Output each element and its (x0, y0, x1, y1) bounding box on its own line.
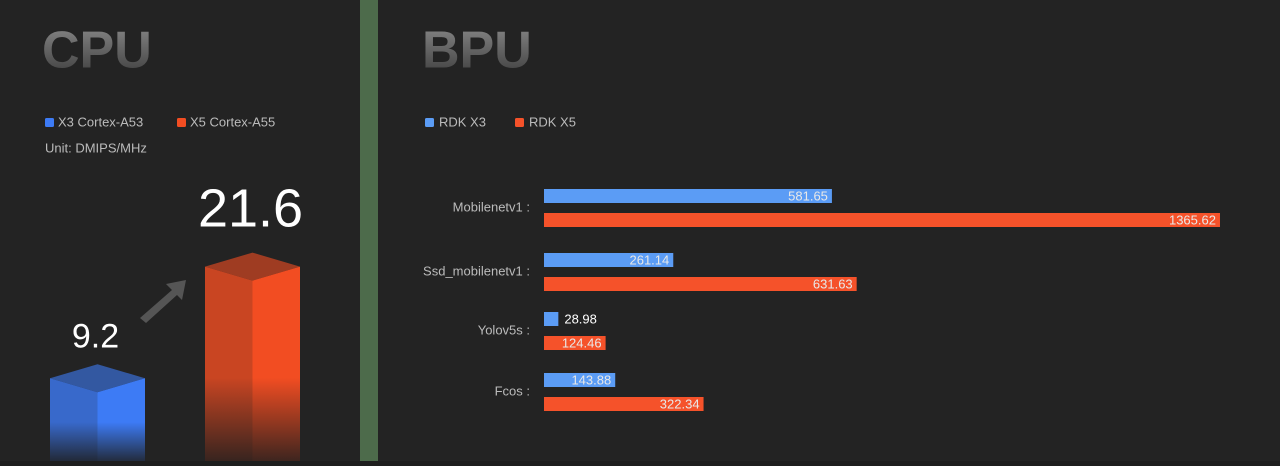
value-label: 28.98 (564, 311, 597, 326)
cpu-title: CPU (42, 22, 152, 80)
value-label: 322.34 (660, 396, 700, 411)
bar (544, 253, 674, 267)
legend-swatch (515, 118, 524, 127)
value-label: 581.65 (788, 188, 828, 203)
arrow-icon (140, 280, 186, 323)
column-fade (50, 364, 145, 461)
bar (544, 373, 616, 387)
column (205, 252, 300, 461)
legend-swatch (425, 118, 434, 127)
bpu-title: BPU (422, 22, 532, 80)
bpu-panel (378, 0, 1280, 461)
value-label: 1365.62 (1169, 212, 1216, 227)
column (50, 364, 145, 461)
legend-label: RDK X3 (439, 114, 486, 129)
category-label: Ssd_mobilenetv1 : (423, 263, 530, 278)
bar (544, 312, 559, 326)
category-label: Mobilenetv1 : (453, 199, 530, 214)
value-label: 631.63 (813, 276, 853, 291)
bar (544, 277, 857, 291)
legend-label: RDK X5 (529, 114, 576, 129)
column-fade (205, 252, 300, 461)
legend-swatch (45, 118, 54, 127)
legend-label: X5 Cortex-A55 (190, 114, 275, 129)
value-label: 9.2 (72, 318, 119, 356)
bar (544, 213, 1220, 227)
bar (544, 397, 704, 411)
value-label: 124.46 (562, 335, 602, 350)
category-label: Yolov5s : (478, 322, 530, 337)
bar (544, 189, 832, 203)
value-label: 261.14 (629, 252, 669, 267)
bar (544, 336, 606, 350)
value-label: 143.88 (571, 372, 611, 387)
legend-swatch (177, 118, 186, 127)
unit-label: Unit: DMIPS/MHz (45, 140, 147, 155)
divider (360, 0, 378, 461)
value-label: 21.6 (198, 178, 303, 238)
category-label: Fcos : (495, 383, 530, 398)
legend-label: X3 Cortex-A53 (58, 114, 143, 129)
